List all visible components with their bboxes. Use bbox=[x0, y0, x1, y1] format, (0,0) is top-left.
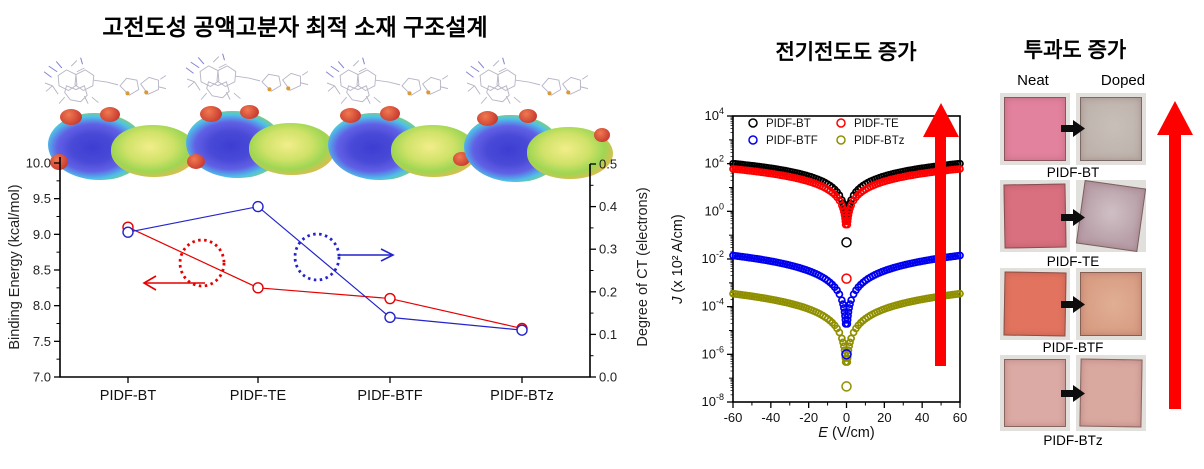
svg-text:PIDF-BT: PIDF-BT bbox=[766, 118, 811, 130]
neat-to-doped-arrow-2 bbox=[1061, 209, 1085, 226]
svg-text:PIDF-BTz: PIDF-BTz bbox=[490, 388, 554, 404]
svg-text:8.0: 8.0 bbox=[33, 298, 51, 313]
film-label-pidf-btf: PIDF-BTF bbox=[1042, 340, 1104, 355]
svg-text:PIDF-BTF: PIDF-BTF bbox=[357, 388, 422, 404]
svg-text:10-4: 10-4 bbox=[702, 297, 724, 314]
svg-text:0.5: 0.5 bbox=[599, 157, 617, 172]
svg-text:PIDF-TE: PIDF-TE bbox=[854, 118, 899, 130]
svg-text:20: 20 bbox=[877, 410, 891, 425]
svg-text:0: 0 bbox=[843, 410, 850, 425]
esp-surface-4 bbox=[464, 109, 614, 184]
film-doped-pidf-bt bbox=[1080, 97, 1142, 161]
svg-text:PIDF-TE: PIDF-TE bbox=[230, 388, 287, 404]
film-photo-doped-pidf-btf bbox=[1076, 268, 1146, 340]
middle-panel-title: 전기전도도 증가 bbox=[775, 41, 917, 64]
svg-text:J (x 10² A/cm): J (x 10² A/cm) bbox=[670, 214, 686, 304]
svg-text:PIDF-BTz: PIDF-BTz bbox=[854, 135, 905, 147]
svg-text:7.5: 7.5 bbox=[33, 334, 51, 349]
film-photo-doped-pidf-bt bbox=[1076, 93, 1146, 165]
film-photo-neat-pidf-btz bbox=[1000, 355, 1070, 431]
film-label-pidf-te: PIDF-TE bbox=[1046, 254, 1100, 269]
svg-text:-20: -20 bbox=[799, 410, 818, 425]
svg-text:7.0: 7.0 bbox=[33, 370, 51, 385]
svg-text:102: 102 bbox=[705, 154, 724, 171]
transmittance-increase-arrow bbox=[1157, 101, 1193, 409]
film-photo-doped-pidf-btz bbox=[1076, 355, 1146, 431]
film-label-pidf-bt: PIDF-BT bbox=[1046, 165, 1100, 180]
film-doped-pidf-btf bbox=[1080, 272, 1142, 336]
film-photo-neat-pidf-te bbox=[1000, 180, 1070, 252]
svg-text:0.3: 0.3 bbox=[599, 242, 617, 257]
film-photo-neat-pidf-btf bbox=[1000, 268, 1070, 340]
svg-text:10-2: 10-2 bbox=[702, 249, 724, 266]
svg-text:10-6: 10-6 bbox=[702, 344, 724, 361]
neat-column-header: Neat bbox=[1017, 72, 1049, 89]
svg-text:0.2: 0.2 bbox=[599, 284, 617, 299]
svg-text:-40: -40 bbox=[761, 410, 780, 425]
svg-text:40: 40 bbox=[915, 410, 929, 425]
svg-text:0.0: 0.0 bbox=[599, 370, 617, 385]
left-panel-title: 고전도성 공액고분자 최적 소재 구조설계 bbox=[102, 14, 488, 40]
neat-to-doped-arrow-3 bbox=[1061, 296, 1085, 313]
neat-to-doped-arrow-4 bbox=[1061, 385, 1085, 402]
svg-text:0.4: 0.4 bbox=[599, 199, 617, 214]
svg-text:PIDF-BT: PIDF-BT bbox=[100, 388, 157, 404]
svg-text:PIDF-BTF: PIDF-BTF bbox=[766, 135, 818, 147]
svg-text:Binding Energy (kcal/mol): Binding Energy (kcal/mol) bbox=[7, 184, 23, 349]
esp-surface-3 bbox=[328, 106, 478, 182]
svg-text:104: 104 bbox=[705, 106, 724, 123]
film-label-pidf-btz: PIDF-BTz bbox=[1043, 433, 1103, 448]
svg-text:9.0: 9.0 bbox=[33, 227, 51, 242]
svg-text:8.5: 8.5 bbox=[33, 263, 51, 278]
esp-surface-1 bbox=[48, 107, 198, 182]
right-panel-title: 투과도 증가 bbox=[1023, 39, 1127, 62]
conductivity-increase-arrow bbox=[923, 103, 959, 366]
esp-surface-2 bbox=[186, 105, 336, 180]
svg-text:10.0: 10.0 bbox=[26, 156, 51, 171]
svg-text:60: 60 bbox=[953, 410, 967, 425]
neat-to-doped-arrow-1 bbox=[1061, 120, 1085, 137]
svg-text:9.5: 9.5 bbox=[33, 191, 51, 206]
film-photo-doped-pidf-te bbox=[1075, 179, 1147, 253]
svg-text:E (V/cm): E (V/cm) bbox=[818, 425, 874, 441]
svg-text:0.1: 0.1 bbox=[599, 327, 617, 342]
svg-text:Degree of CT (electrons): Degree of CT (electrons) bbox=[635, 187, 651, 346]
doped-column-header: Doped bbox=[1100, 72, 1146, 89]
film-neat-pidf-bt bbox=[1004, 97, 1066, 161]
svg-text:-60: -60 bbox=[724, 410, 743, 425]
film-photo-neat-pidf-bt bbox=[1000, 93, 1070, 165]
svg-text:10-8: 10-8 bbox=[702, 392, 724, 409]
svg-text:100: 100 bbox=[705, 201, 724, 218]
